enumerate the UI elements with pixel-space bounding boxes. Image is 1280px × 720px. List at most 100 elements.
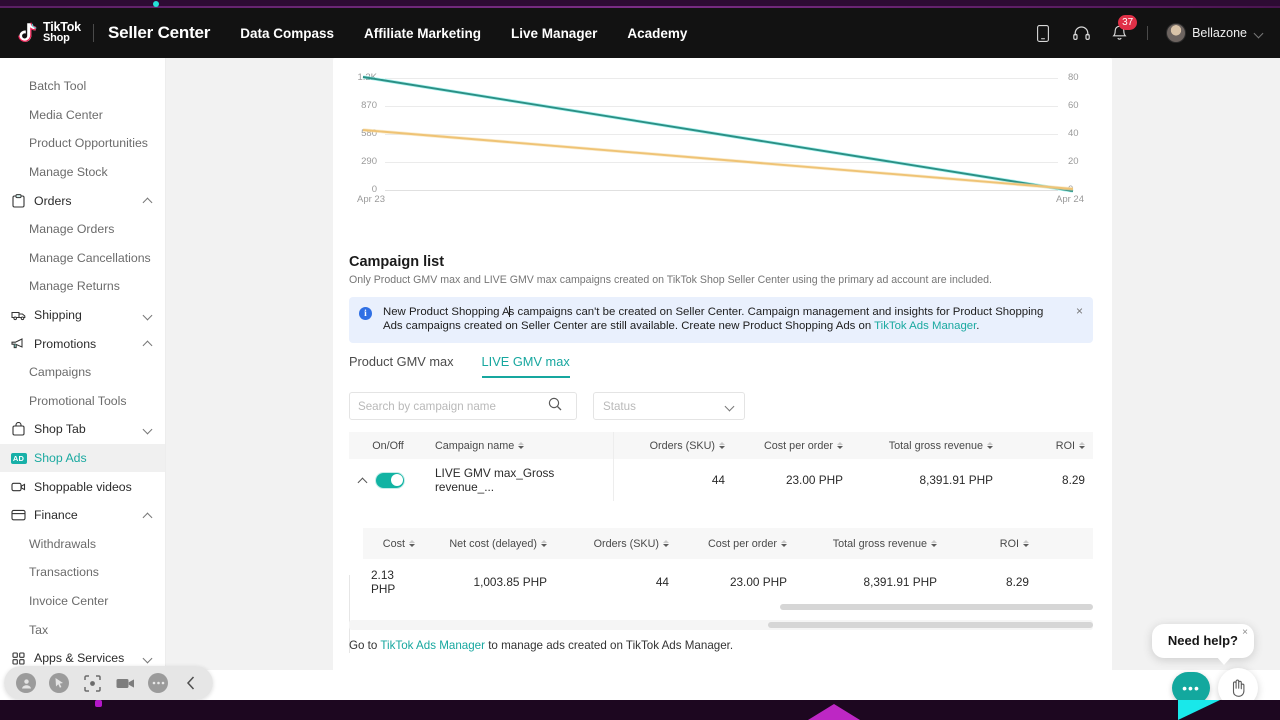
sidebar-item-shipping[interactable]: Shipping [0,301,165,330]
th-campaign-name: Campaign name [427,432,613,459]
sidebar-item-withdrawals[interactable]: Withdrawals [0,530,165,559]
sidebar-item-label: Finance [34,508,78,523]
sidebar-item-label: Batch Tool [29,79,87,94]
sort-icon[interactable] [663,540,669,547]
collapse-icon[interactable] [181,673,201,693]
x-axis-tick-end: Apr 24 [1056,194,1084,205]
search-icon[interactable] [548,397,562,416]
th-label: Orders (SKU) [593,537,659,550]
card-icon [10,507,27,523]
sidebar-item-finance[interactable]: Finance [0,501,165,530]
sidebar-item-promotional-tools[interactable]: Promotional Tools [0,387,165,416]
desktop-bottom-triangle-cyan [1178,700,1220,720]
sidebar-item-invoice-center[interactable]: Invoice Center [0,587,165,616]
sidebar-item-shoppable-videos[interactable]: Shoppable videos [0,472,165,501]
mobile-icon[interactable] [1033,23,1053,43]
th-label: Orders (SKU) [649,439,715,452]
sort-icon[interactable] [1079,442,1085,449]
th-label: ROI [1055,439,1075,452]
sidebar-item-manage-stock[interactable]: Manage Stock [0,158,165,187]
user-name: Bellazone [1192,26,1247,40]
x-axis-tick-start: Apr 23 [357,194,385,205]
sort-icon[interactable] [987,442,993,449]
th-cost-per-order: Cost per order [677,528,795,559]
sidebar-item-manage-cancellations[interactable]: Manage Cancellations [0,244,165,273]
sidebar-item-media-center[interactable]: Media Center [0,101,165,130]
detail-table-scrollbar-thumb[interactable] [780,604,1093,610]
tab-live-gmv-max[interactable]: LIVE GMV max [481,354,570,378]
sidebar-item-transactions[interactable]: Transactions [0,558,165,587]
desktop-bottom-band [0,700,1280,720]
chart-lines [362,75,1074,193]
headset-icon[interactable] [1071,23,1091,43]
sidebar-item-label: Product Opportunities [29,136,148,151]
sidebar-item-manage-orders[interactable]: Manage Orders [0,215,165,244]
footnote-link-tiktok-ads-manager[interactable]: TikTok Ads Manager [380,639,485,652]
sidebar-item-apps-services[interactable]: Apps & Services [0,644,165,670]
sort-icon[interactable] [1023,540,1029,547]
y-axis-right-tick-1: 20 [1068,156,1079,167]
detail-table-left-border [349,575,350,653]
tiktok-shop-logo[interactable]: TikTok Shop [16,20,81,45]
sidebar-item-orders[interactable]: Orders [0,186,165,215]
user-menu[interactable]: Bellazone [1166,23,1264,43]
campaign-detail-table: Cost Net cost (delayed) Orders (SKU) Cos… [349,504,1093,621]
sort-icon[interactable] [781,540,787,547]
screenshot-icon[interactable] [82,673,102,693]
chat-support-button[interactable]: ••• [1172,672,1210,704]
cell-roi: 8.29 [1006,575,1029,589]
nav-live-manager[interactable]: Live Manager [511,25,598,41]
cursor-pointer-icon[interactable] [49,673,69,693]
th-total-gross-revenue: Total gross revenue [851,432,1001,459]
sidebar-item-label: Transactions [29,565,99,580]
th-on-off: On/Off [372,439,404,452]
collapse-row-icon[interactable] [359,476,367,484]
sidebar-item-promotions[interactable]: Promotions [0,329,165,358]
y-axis-left-tick-3: 870 [361,100,377,111]
bell-icon[interactable]: 37 [1109,15,1138,43]
table-scrollbar-thumb[interactable] [768,622,1093,628]
close-icon[interactable]: × [1242,627,1248,638]
sort-icon[interactable] [518,442,525,449]
camera-icon[interactable] [115,673,135,693]
nav-affiliate-marketing[interactable]: Affiliate Marketing [364,25,482,41]
more-icon[interactable] [148,673,168,693]
search-box[interactable] [349,392,577,420]
sidebar-item-batch-tool[interactable]: Batch Tool [0,72,165,101]
sort-icon[interactable] [409,540,415,547]
sort-icon[interactable] [837,442,843,449]
nav-data-compass[interactable]: Data Compass [240,25,335,41]
sidebar-item-label: Apps & Services [34,651,125,666]
y-axis-left-tick-2: 580 [361,128,377,139]
sidebar-item-label: Shoppable videos [34,479,132,494]
nav-academy[interactable]: Academy [627,25,688,41]
sidebar-item-campaigns[interactable]: Campaigns [0,358,165,387]
sidebar-item-shop-ads[interactable]: AD Shop Ads [0,443,165,473]
search-input[interactable] [358,399,548,413]
banner-text-part2: s campaigns can't be created on Seller C… [383,306,1044,333]
header-right-actions: 37 Bellazone [1033,15,1264,43]
sidebar-item-label: Promotional Tools [29,393,127,408]
sort-icon[interactable] [931,540,937,547]
campaign-on-off-toggle[interactable] [376,472,404,488]
th-roi: ROI [1001,432,1093,459]
status-filter-select[interactable]: Status [593,392,745,420]
info-banner: i New Product Shopping As campaigns can'… [349,297,1093,343]
sort-icon[interactable] [719,442,725,449]
sidebar-item-manage-returns[interactable]: Manage Returns [0,272,165,301]
sidebar-item-tax[interactable]: Tax [0,615,165,644]
recorder-toolbar [4,666,213,700]
banner-link-tiktok-ads-manager[interactable]: TikTok Ads Manager [874,320,977,333]
sidebar-item-shop-tab[interactable]: Shop Tab [0,415,165,444]
chevron-down-icon [144,311,153,320]
cell-campaign-name[interactable]: LIVE GMV max_Gross revenue_... [435,466,555,494]
sidebar-item-label: Invoice Center [29,593,109,608]
table-header-row: On/Off Campaign name Orders (SKU) Cost p… [349,432,1093,459]
top-header: TikTok Shop Seller Center Data Compass A… [0,8,1280,58]
sidebar-item-product-opportunities[interactable]: Product Opportunities [0,129,165,158]
account-icon[interactable] [16,673,36,693]
info-icon: i [359,307,372,320]
close-icon[interactable]: × [1075,304,1083,318]
tab-product-gmv-max[interactable]: Product GMV max [349,354,454,369]
sort-icon[interactable] [541,540,547,547]
